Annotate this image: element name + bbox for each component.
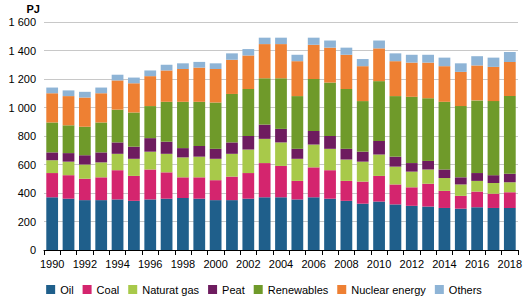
svg-text:1992: 1992 xyxy=(73,258,97,270)
svg-text:2002: 2002 xyxy=(236,258,260,270)
svg-text:Nuclear energy: Nuclear energy xyxy=(351,284,426,296)
svg-text:PJ: PJ xyxy=(27,3,40,15)
svg-text:1 200: 1 200 xyxy=(8,73,36,85)
svg-text:1996: 1996 xyxy=(138,258,162,270)
svg-text:1 000: 1 000 xyxy=(8,102,36,114)
svg-text:Others: Others xyxy=(449,284,483,296)
svg-text:2004: 2004 xyxy=(269,258,293,270)
svg-text:1994: 1994 xyxy=(105,258,129,270)
svg-text:2014: 2014 xyxy=(432,258,456,270)
svg-text:600: 600 xyxy=(18,159,36,171)
svg-text:Oil: Oil xyxy=(60,284,73,296)
svg-text:Renewables: Renewables xyxy=(268,284,329,296)
svg-text:2006: 2006 xyxy=(301,258,325,270)
svg-text:Naturat gas: Naturat gas xyxy=(142,284,199,296)
svg-text:2016: 2016 xyxy=(465,258,489,270)
svg-text:Peat: Peat xyxy=(222,284,245,296)
svg-text:0: 0 xyxy=(30,244,36,256)
svg-text:2000: 2000 xyxy=(203,258,227,270)
svg-text:1 600: 1 600 xyxy=(8,16,36,28)
svg-text:800: 800 xyxy=(18,130,36,142)
svg-text:200: 200 xyxy=(18,216,36,228)
svg-text:400: 400 xyxy=(18,187,36,199)
svg-text:2008: 2008 xyxy=(334,258,358,270)
svg-text:2018: 2018 xyxy=(498,258,522,270)
svg-text:2010: 2010 xyxy=(367,258,391,270)
svg-text:1998: 1998 xyxy=(171,258,195,270)
svg-text:2012: 2012 xyxy=(400,258,424,270)
svg-text:Coal: Coal xyxy=(97,284,120,296)
svg-text:1 400: 1 400 xyxy=(8,45,36,57)
svg-text:1990: 1990 xyxy=(40,258,64,270)
